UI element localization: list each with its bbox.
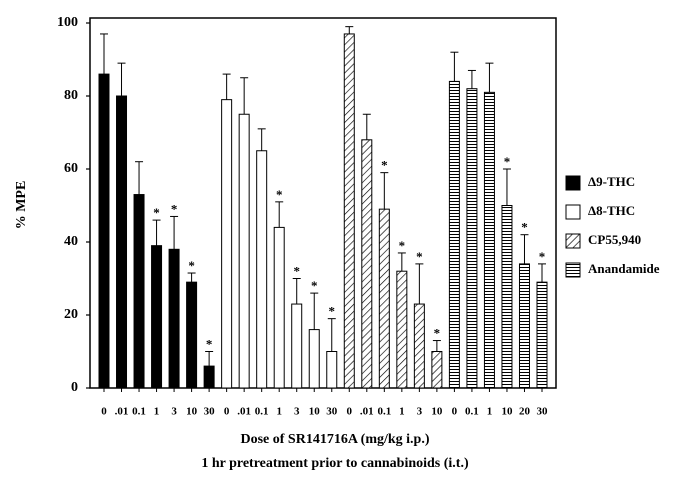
x-tick-label: 30 (204, 406, 216, 418)
legend-swatch (565, 204, 581, 220)
x-tick-label: 1 (154, 406, 160, 418)
bar (326, 351, 338, 389)
significance-marker: * (276, 187, 283, 202)
bar (256, 150, 268, 389)
legend-label: CP55,940 (588, 232, 641, 247)
x-tick-label: 0 (101, 406, 107, 418)
significance-marker: * (434, 326, 441, 341)
x-tick-label: 3 (294, 406, 300, 418)
x-tick-label: 1 (276, 406, 282, 418)
x-tick-label: 20 (519, 406, 531, 418)
y-tick-label: 20 (64, 307, 78, 322)
bar (413, 303, 425, 389)
x-tick-label: 0 (347, 406, 353, 418)
bar (466, 88, 478, 389)
x-axis-label: 1 hr pretreatment prior to cannabinoids … (201, 456, 469, 471)
bar (98, 73, 110, 389)
significance-marker: * (521, 220, 528, 235)
plot-frame (89, 17, 557, 389)
x-tick-label: .01 (237, 406, 251, 418)
bar (203, 365, 215, 389)
x-tick-label: 0.1 (132, 406, 146, 418)
y-axis-label: % MPE (14, 181, 29, 230)
legend-label: Δ9-THC (588, 174, 635, 189)
significance-marker: * (171, 201, 178, 216)
significance-marker: * (293, 263, 300, 278)
x-axis-label: Dose of SR141716A (mg/kg i.p.) (240, 432, 429, 447)
bar (238, 113, 250, 389)
x-tick-label: 3 (417, 406, 423, 418)
bar (168, 248, 180, 389)
bar (361, 139, 373, 389)
legend-label: Anandamide (588, 261, 660, 276)
significance-marker: * (311, 278, 318, 293)
significance-marker: * (539, 249, 546, 264)
bar (431, 351, 443, 389)
bar (536, 281, 548, 389)
x-tick-label: 0.1 (255, 406, 269, 418)
x-tick-label: 10 (431, 406, 443, 418)
significance-marker: * (504, 154, 511, 169)
bar (116, 95, 128, 389)
bar (221, 99, 233, 389)
bar (501, 205, 513, 389)
significance-marker: * (399, 238, 406, 253)
bar (483, 91, 495, 389)
x-tick-label: 0 (452, 406, 458, 418)
bar (518, 263, 530, 389)
x-tick-label: 0 (224, 406, 230, 418)
x-tick-label: 10 (501, 406, 513, 418)
legend-label: Δ8-THC (588, 203, 635, 218)
x-tick-label: 30 (537, 406, 549, 418)
y-tick-label: 100 (57, 15, 78, 30)
x-tick-label: .01 (360, 406, 374, 418)
significance-marker: * (188, 258, 195, 273)
significance-marker: * (329, 304, 336, 319)
bar (291, 303, 303, 389)
x-tick-label: 10 (309, 406, 321, 418)
x-tick-label: 0.1 (377, 406, 391, 418)
legend-swatch (565, 233, 581, 249)
x-tick-label: 1 (399, 406, 405, 418)
x-tick-label: 1 (487, 406, 493, 418)
y-tick-label: 40 (64, 234, 78, 249)
x-tick-label: 0.1 (465, 406, 479, 418)
bar (396, 270, 408, 389)
bar (308, 329, 320, 389)
bar (151, 245, 163, 389)
y-tick-label: 60 (64, 161, 78, 176)
legend-swatch (565, 262, 581, 278)
significance-marker: * (153, 205, 160, 220)
significance-marker: * (381, 158, 388, 173)
significance-marker: * (416, 249, 423, 264)
x-tick-label: 10 (186, 406, 198, 418)
bar (133, 194, 145, 389)
x-tick-label: 3 (171, 406, 177, 418)
x-tick-label: .01 (115, 406, 129, 418)
bar (448, 80, 460, 389)
y-tick-label: 0 (71, 380, 78, 395)
bar (273, 226, 285, 389)
significance-marker: * (206, 336, 213, 351)
x-tick-label: 30 (326, 406, 338, 418)
bar (378, 208, 390, 389)
legend-swatch (565, 175, 581, 191)
y-tick-label: 80 (64, 88, 78, 103)
bar (343, 33, 355, 389)
bar (186, 281, 198, 389)
